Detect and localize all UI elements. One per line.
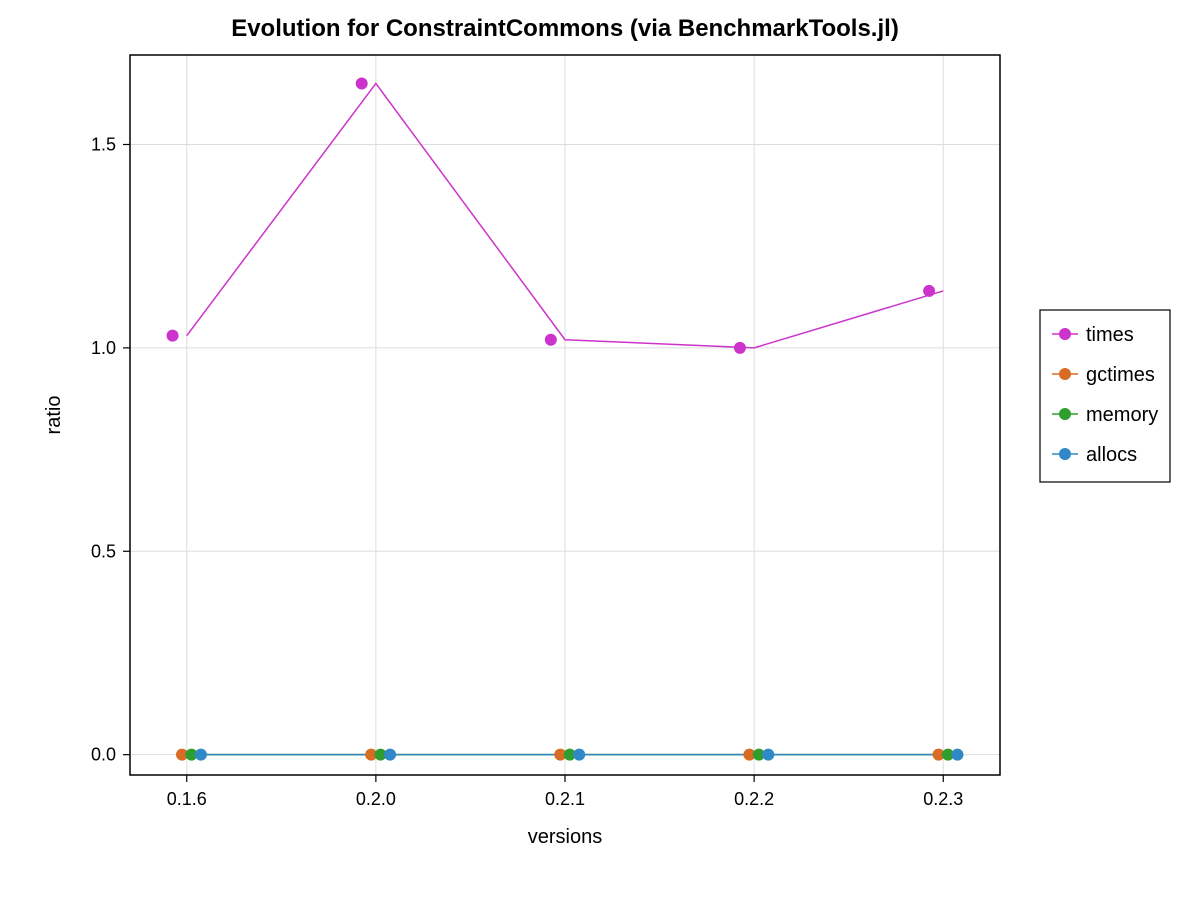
series-marker-times [923, 285, 935, 297]
legend-label-memory: memory [1086, 404, 1158, 426]
x-tick-label: 0.2.0 [356, 789, 396, 809]
x-tick-label: 0.2.1 [545, 789, 585, 809]
y-axis-label: ratio [43, 396, 65, 435]
series-marker-times [167, 330, 179, 342]
series-marker-allocs [195, 749, 207, 761]
chart-background [0, 0, 1200, 900]
x-tick-label: 0.2.2 [734, 789, 774, 809]
y-tick-label: 1.5 [91, 134, 116, 154]
benchmark-chart: 0.1.6 0.2.0 0.2.1 0.2.2 0.2.3 0.0 0.5 1.0 1.5 Evo… [0, 0, 1200, 900]
series-marker-times [734, 342, 746, 354]
legend: times gctimes memory allocs [1040, 310, 1170, 482]
x-tick-label: 0.1.6 [167, 789, 207, 809]
series-marker-times [356, 77, 368, 89]
legend-label-allocs: allocs [1086, 444, 1137, 466]
legend-marker-gctimes [1059, 368, 1071, 380]
series-marker-times [545, 334, 557, 346]
y-tick-label: 0.5 [91, 541, 116, 561]
series-marker-allocs [762, 749, 774, 761]
legend-label-times: times [1086, 324, 1134, 346]
series-marker-allocs [951, 749, 963, 761]
legend-marker-times [1059, 328, 1071, 340]
legend-marker-memory [1059, 408, 1071, 420]
legend-label-gctimes: gctimes [1086, 364, 1155, 386]
legend-marker-allocs [1059, 448, 1071, 460]
y-tick-label: 1.0 [91, 338, 116, 358]
series-marker-allocs [384, 749, 396, 761]
y-tick-label: 0.0 [91, 745, 116, 765]
series-marker-allocs [573, 749, 585, 761]
x-tick-label: 0.2.3 [923, 789, 963, 809]
chart-title: Evolution for ConstraintCommons (via Ben… [231, 15, 899, 42]
x-axis-label: versions [528, 826, 602, 848]
